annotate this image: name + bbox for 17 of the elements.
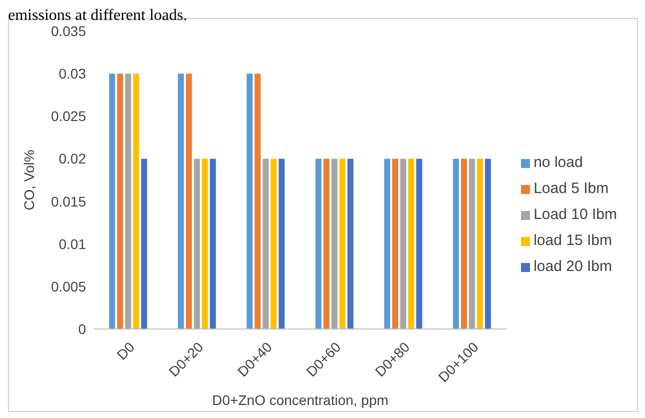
y-axis-title: CO, Vol%	[20, 150, 37, 210]
x-tick-label: D0	[114, 338, 138, 363]
legend-label: Load 5 Ibm	[534, 180, 609, 197]
text: emissions at different loads.	[8, 7, 188, 24]
y-tick-label: 0.02	[58, 150, 86, 167]
legend-label: load 20 Ibm	[534, 258, 612, 275]
x-axis-title: D0+ZnO concentration, ppm	[212, 392, 388, 408]
y-tick-label: 0.03	[58, 66, 86, 82]
y-tick-label: 0.035	[50, 22, 86, 39]
y-tick-label: 0.015	[50, 193, 86, 210]
y-tick-label: 0.025	[50, 108, 86, 124]
legend-label: load 15 Ibm	[534, 232, 612, 249]
y-tick-label: 0	[78, 320, 86, 337]
legend-label: no load	[534, 154, 583, 171]
y-tick-label: 0.01	[58, 236, 86, 252]
legend-label: Load 10 Ibm	[534, 206, 617, 223]
y-tick-label: 0.005	[50, 278, 86, 294]
